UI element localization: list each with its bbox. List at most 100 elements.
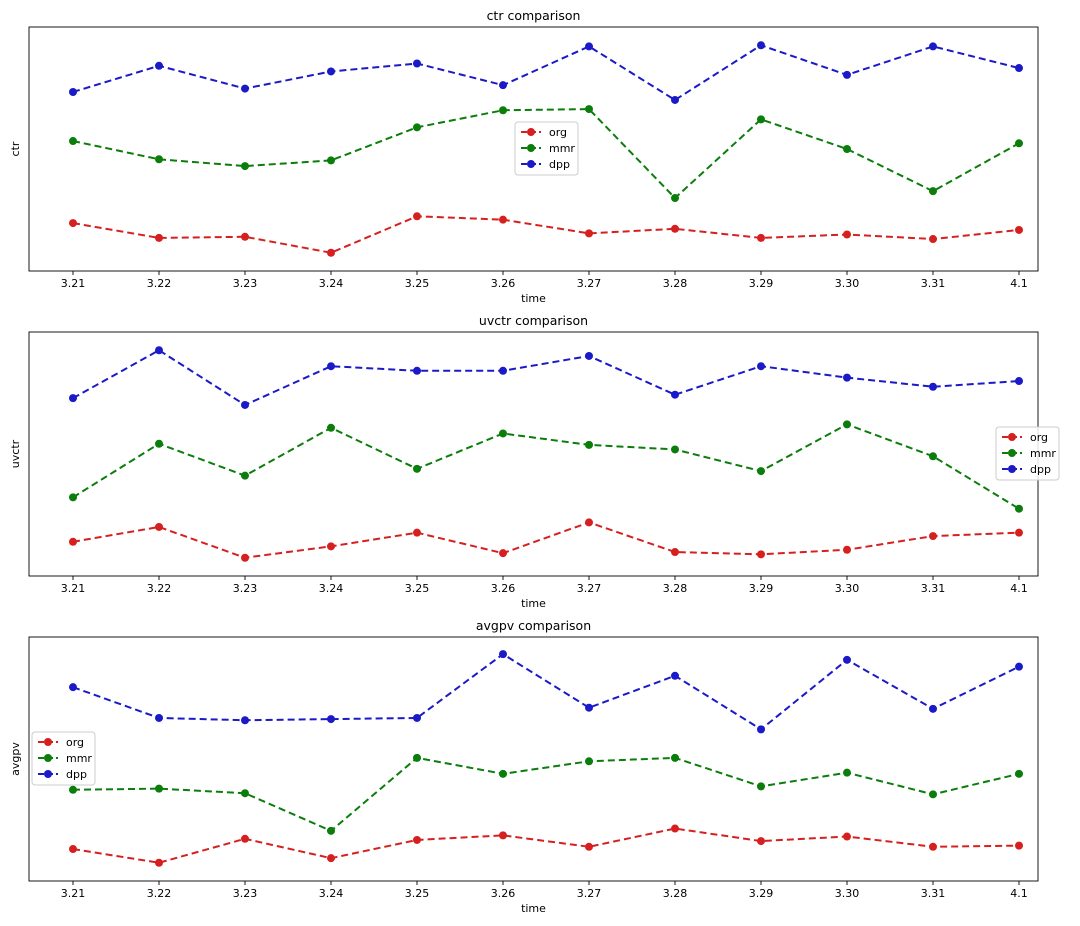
data-point-dpp bbox=[155, 713, 163, 722]
legend-marker-mmr bbox=[1008, 449, 1016, 457]
data-point-dpp bbox=[69, 683, 77, 692]
data-point-org bbox=[69, 537, 77, 546]
data-point-dpp bbox=[671, 95, 679, 104]
chart-title: uvctr comparison bbox=[479, 313, 588, 328]
x-tick-label: 3.23 bbox=[233, 582, 258, 595]
data-point-org bbox=[413, 835, 421, 844]
data-point-mmr bbox=[413, 123, 421, 132]
data-point-dpp bbox=[757, 41, 765, 50]
data-point-mmr bbox=[499, 769, 507, 778]
series-line-mmr bbox=[72, 108, 1020, 200]
x-tick-label: 3.23 bbox=[233, 887, 258, 900]
x-tick-label: 4.1 bbox=[1010, 887, 1028, 900]
legend: org mmr dpp bbox=[31, 731, 96, 786]
x-tick-label: 3.29 bbox=[749, 887, 774, 900]
legend-label-org: org bbox=[66, 736, 84, 749]
data-point-mmr bbox=[843, 768, 851, 777]
x-tick-label: 3.30 bbox=[835, 887, 860, 900]
data-point-org bbox=[413, 212, 421, 221]
data-point-dpp bbox=[843, 655, 851, 664]
legend-label-dpp: dpp bbox=[66, 768, 87, 781]
data-point-mmr bbox=[155, 784, 163, 793]
data-point-mmr bbox=[671, 753, 679, 762]
data-point-mmr bbox=[585, 105, 593, 114]
data-point-org bbox=[155, 522, 163, 531]
data-point-dpp bbox=[413, 366, 421, 375]
data-point-org bbox=[671, 824, 679, 833]
data-point-dpp bbox=[499, 366, 507, 375]
x-tick-label: 3.29 bbox=[749, 582, 774, 595]
x-tick-label: 3.25 bbox=[405, 887, 430, 900]
data-point-org bbox=[929, 235, 937, 244]
data-point-org bbox=[499, 831, 507, 840]
data-point-dpp bbox=[499, 81, 507, 90]
legend-label-org: org bbox=[1030, 431, 1048, 444]
data-point-mmr bbox=[929, 790, 937, 799]
chart-panel-2: uvctr comparison 3.21 3.22 3.23 3.24 3.25 3.26… bbox=[9, 313, 1060, 610]
series-line-mmr bbox=[72, 756, 1020, 832]
y-axis-label: ctr bbox=[9, 141, 22, 156]
legend-marker-mmr bbox=[527, 144, 535, 152]
data-point-mmr bbox=[1015, 504, 1023, 513]
data-point-org bbox=[585, 842, 593, 851]
data-point-dpp bbox=[499, 650, 507, 659]
data-point-mmr bbox=[327, 156, 335, 165]
data-point-org bbox=[671, 548, 679, 557]
data-point-dpp bbox=[327, 362, 335, 371]
data-point-dpp bbox=[585, 703, 593, 712]
x-tick-label: 3.31 bbox=[921, 887, 946, 900]
legend-label-dpp: dpp bbox=[549, 158, 570, 171]
data-point-org bbox=[843, 230, 851, 239]
data-point-org bbox=[757, 837, 765, 846]
data-point-mmr bbox=[69, 785, 77, 794]
series-line-dpp bbox=[72, 44, 1020, 102]
data-point-mmr bbox=[499, 429, 507, 438]
x-axis-label: time bbox=[521, 902, 546, 915]
data-point-dpp bbox=[241, 400, 249, 409]
x-tick-label: 3.21 bbox=[61, 277, 86, 290]
x-tick-label: 3.30 bbox=[835, 582, 860, 595]
data-point-dpp bbox=[69, 394, 77, 403]
chart-title: ctr comparison bbox=[487, 8, 581, 23]
data-point-org bbox=[241, 232, 249, 241]
chart-panel-1: ctr comparison 3.21 3.22 3.23 3.24 3.25 3.26 3.… bbox=[9, 8, 1039, 305]
x-tick-label: 3.28 bbox=[663, 277, 688, 290]
data-point-org bbox=[757, 550, 765, 559]
data-point-mmr bbox=[757, 782, 765, 791]
data-point-dpp bbox=[327, 715, 335, 724]
x-tick-label: 3.23 bbox=[233, 277, 258, 290]
x-tick-label: 3.22 bbox=[147, 887, 172, 900]
x-axis-label: time bbox=[521, 292, 546, 305]
legend-label-dpp: dpp bbox=[1030, 463, 1051, 476]
data-point-dpp bbox=[757, 362, 765, 371]
data-point-dpp bbox=[929, 704, 937, 713]
data-point-dpp bbox=[585, 42, 593, 51]
data-point-mmr bbox=[929, 452, 937, 461]
data-point-org bbox=[585, 518, 593, 527]
plot-area bbox=[28, 26, 1039, 272]
data-point-org bbox=[413, 528, 421, 537]
x-tick-label: 3.25 bbox=[405, 582, 430, 595]
data-point-org bbox=[843, 832, 851, 841]
x-axis-label: time bbox=[521, 597, 546, 610]
data-point-dpp bbox=[843, 70, 851, 79]
data-point-dpp bbox=[1015, 377, 1023, 386]
legend-marker-org bbox=[44, 738, 52, 746]
chart-title: avgpv comparison bbox=[476, 618, 591, 633]
x-tick-label: 3.24 bbox=[319, 887, 344, 900]
x-tick-label: 3.25 bbox=[405, 277, 430, 290]
data-point-mmr bbox=[671, 445, 679, 454]
data-point-org bbox=[155, 858, 163, 867]
data-point-dpp bbox=[671, 390, 679, 399]
legend-label-mmr: mmr bbox=[66, 752, 92, 765]
series-line-org bbox=[72, 521, 1020, 559]
data-point-org bbox=[241, 834, 249, 843]
data-point-mmr bbox=[757, 115, 765, 124]
plot-area bbox=[28, 636, 1039, 882]
data-point-org bbox=[585, 229, 593, 238]
plot-area bbox=[28, 331, 1039, 577]
legend-marker-dpp bbox=[527, 160, 535, 168]
data-point-mmr bbox=[929, 187, 937, 196]
data-point-mmr bbox=[327, 826, 335, 835]
